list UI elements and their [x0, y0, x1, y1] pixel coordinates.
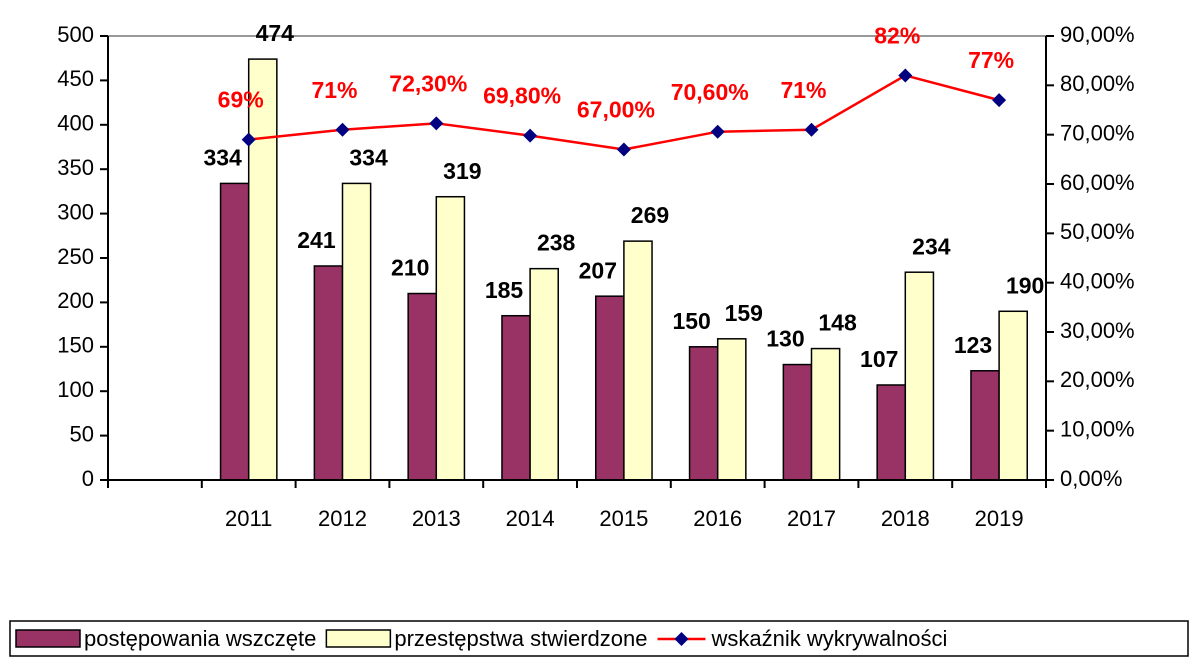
- y2-tick-label: 90,00%: [1060, 22, 1135, 47]
- bar: [595, 295, 625, 481]
- line-label: 71%: [311, 77, 357, 103]
- line-label: 82%: [874, 23, 920, 49]
- line-label: 69%: [218, 87, 264, 113]
- bar: [970, 370, 1000, 481]
- data-label: 159: [725, 300, 763, 326]
- legend-label: wskaźnik wykrywalności: [710, 626, 947, 651]
- data-label: 474: [256, 20, 295, 46]
- bar: [501, 314, 531, 481]
- data-label: 238: [537, 230, 576, 256]
- bar: [998, 310, 1028, 481]
- legend-swatch: [15, 629, 81, 648]
- bar: [782, 363, 813, 481]
- x-tick-label: 2012: [318, 506, 367, 531]
- bar: [688, 346, 719, 481]
- line-label: 67,00%: [577, 97, 655, 123]
- line-label: 72,30%: [389, 70, 467, 96]
- bar: [313, 265, 344, 481]
- bar: [716, 338, 747, 481]
- x-tick-label: 2019: [975, 506, 1024, 531]
- y-tick-label: 50: [70, 421, 94, 446]
- y2-tick-label: 40,00%: [1060, 268, 1135, 293]
- marker: [616, 142, 631, 157]
- y2-tick-label: 30,00%: [1060, 318, 1135, 343]
- data-label: 130: [766, 326, 804, 352]
- legend-swatch: [325, 629, 392, 648]
- bar: [876, 384, 907, 481]
- data-label: 190: [1006, 272, 1044, 298]
- bar: [247, 58, 278, 481]
- legend-box: [9, 620, 1189, 657]
- x-tick-label: 2011: [225, 506, 272, 531]
- data-label: 234: [912, 233, 951, 259]
- bar: [407, 292, 438, 481]
- y-tick-label: 350: [57, 155, 94, 180]
- data-label: 241: [297, 227, 336, 253]
- marker: [335, 122, 350, 137]
- y-tick-label: 300: [57, 199, 94, 224]
- line-label: 77%: [968, 47, 1014, 73]
- y-tick-label: 250: [57, 244, 94, 269]
- bar: [623, 240, 653, 481]
- bar: [435, 195, 466, 481]
- bar: [529, 267, 559, 481]
- y-tick-label: 200: [57, 288, 94, 313]
- data-label: 269: [631, 202, 669, 228]
- marker: [241, 132, 256, 147]
- bar: [341, 182, 372, 481]
- x-tick-label: 2014: [506, 506, 555, 531]
- data-label: 150: [672, 308, 710, 334]
- x-tick-label: 2016: [693, 506, 742, 531]
- y-tick-label: 100: [57, 377, 94, 402]
- legend-label: postępowania wszczęte: [84, 626, 316, 651]
- y-tick-label: 150: [57, 333, 94, 358]
- legend-label: przestępstwa stwierdzone: [394, 626, 647, 651]
- y2-tick-label: 10,00%: [1060, 416, 1135, 441]
- marker: [429, 116, 444, 131]
- data-label: 148: [818, 310, 857, 336]
- y2-tick-label: 70,00%: [1060, 120, 1135, 145]
- data-label: 185: [485, 277, 524, 303]
- data-label: 334: [203, 144, 242, 170]
- marker: [804, 122, 819, 137]
- marker: [523, 128, 538, 143]
- data-label: 207: [579, 257, 617, 283]
- line-label: 69,80%: [483, 83, 561, 109]
- line-label: 70,60%: [671, 79, 749, 105]
- x-tick-label: 2013: [412, 506, 461, 531]
- data-label: 319: [443, 158, 481, 184]
- legend-marker: [674, 632, 689, 646]
- x-tick-label: 2015: [599, 506, 648, 531]
- bar: [810, 347, 841, 481]
- line-label: 71%: [780, 77, 826, 103]
- marker: [710, 124, 725, 139]
- data-label: 107: [860, 346, 898, 372]
- y2-tick-label: 0,00%: [1060, 466, 1122, 491]
- y2-tick-label: 50,00%: [1060, 219, 1135, 244]
- data-label: 334: [349, 144, 388, 170]
- bar: [904, 271, 935, 481]
- y2-tick-label: 80,00%: [1060, 71, 1135, 96]
- bar: [219, 182, 250, 481]
- x-tick-label: 2017: [787, 506, 836, 531]
- y2-tick-label: 20,00%: [1060, 367, 1135, 392]
- x-tick-label: 2018: [881, 506, 930, 531]
- y-tick-label: 0: [82, 466, 94, 491]
- y-tick-label: 500: [57, 22, 94, 47]
- y-tick-label: 450: [57, 66, 94, 91]
- marker: [898, 68, 913, 83]
- y2-tick-label: 60,00%: [1060, 170, 1135, 195]
- data-label: 210: [391, 255, 429, 281]
- y-tick-label: 400: [57, 111, 94, 136]
- marker: [992, 93, 1007, 108]
- data-label: 123: [954, 332, 992, 358]
